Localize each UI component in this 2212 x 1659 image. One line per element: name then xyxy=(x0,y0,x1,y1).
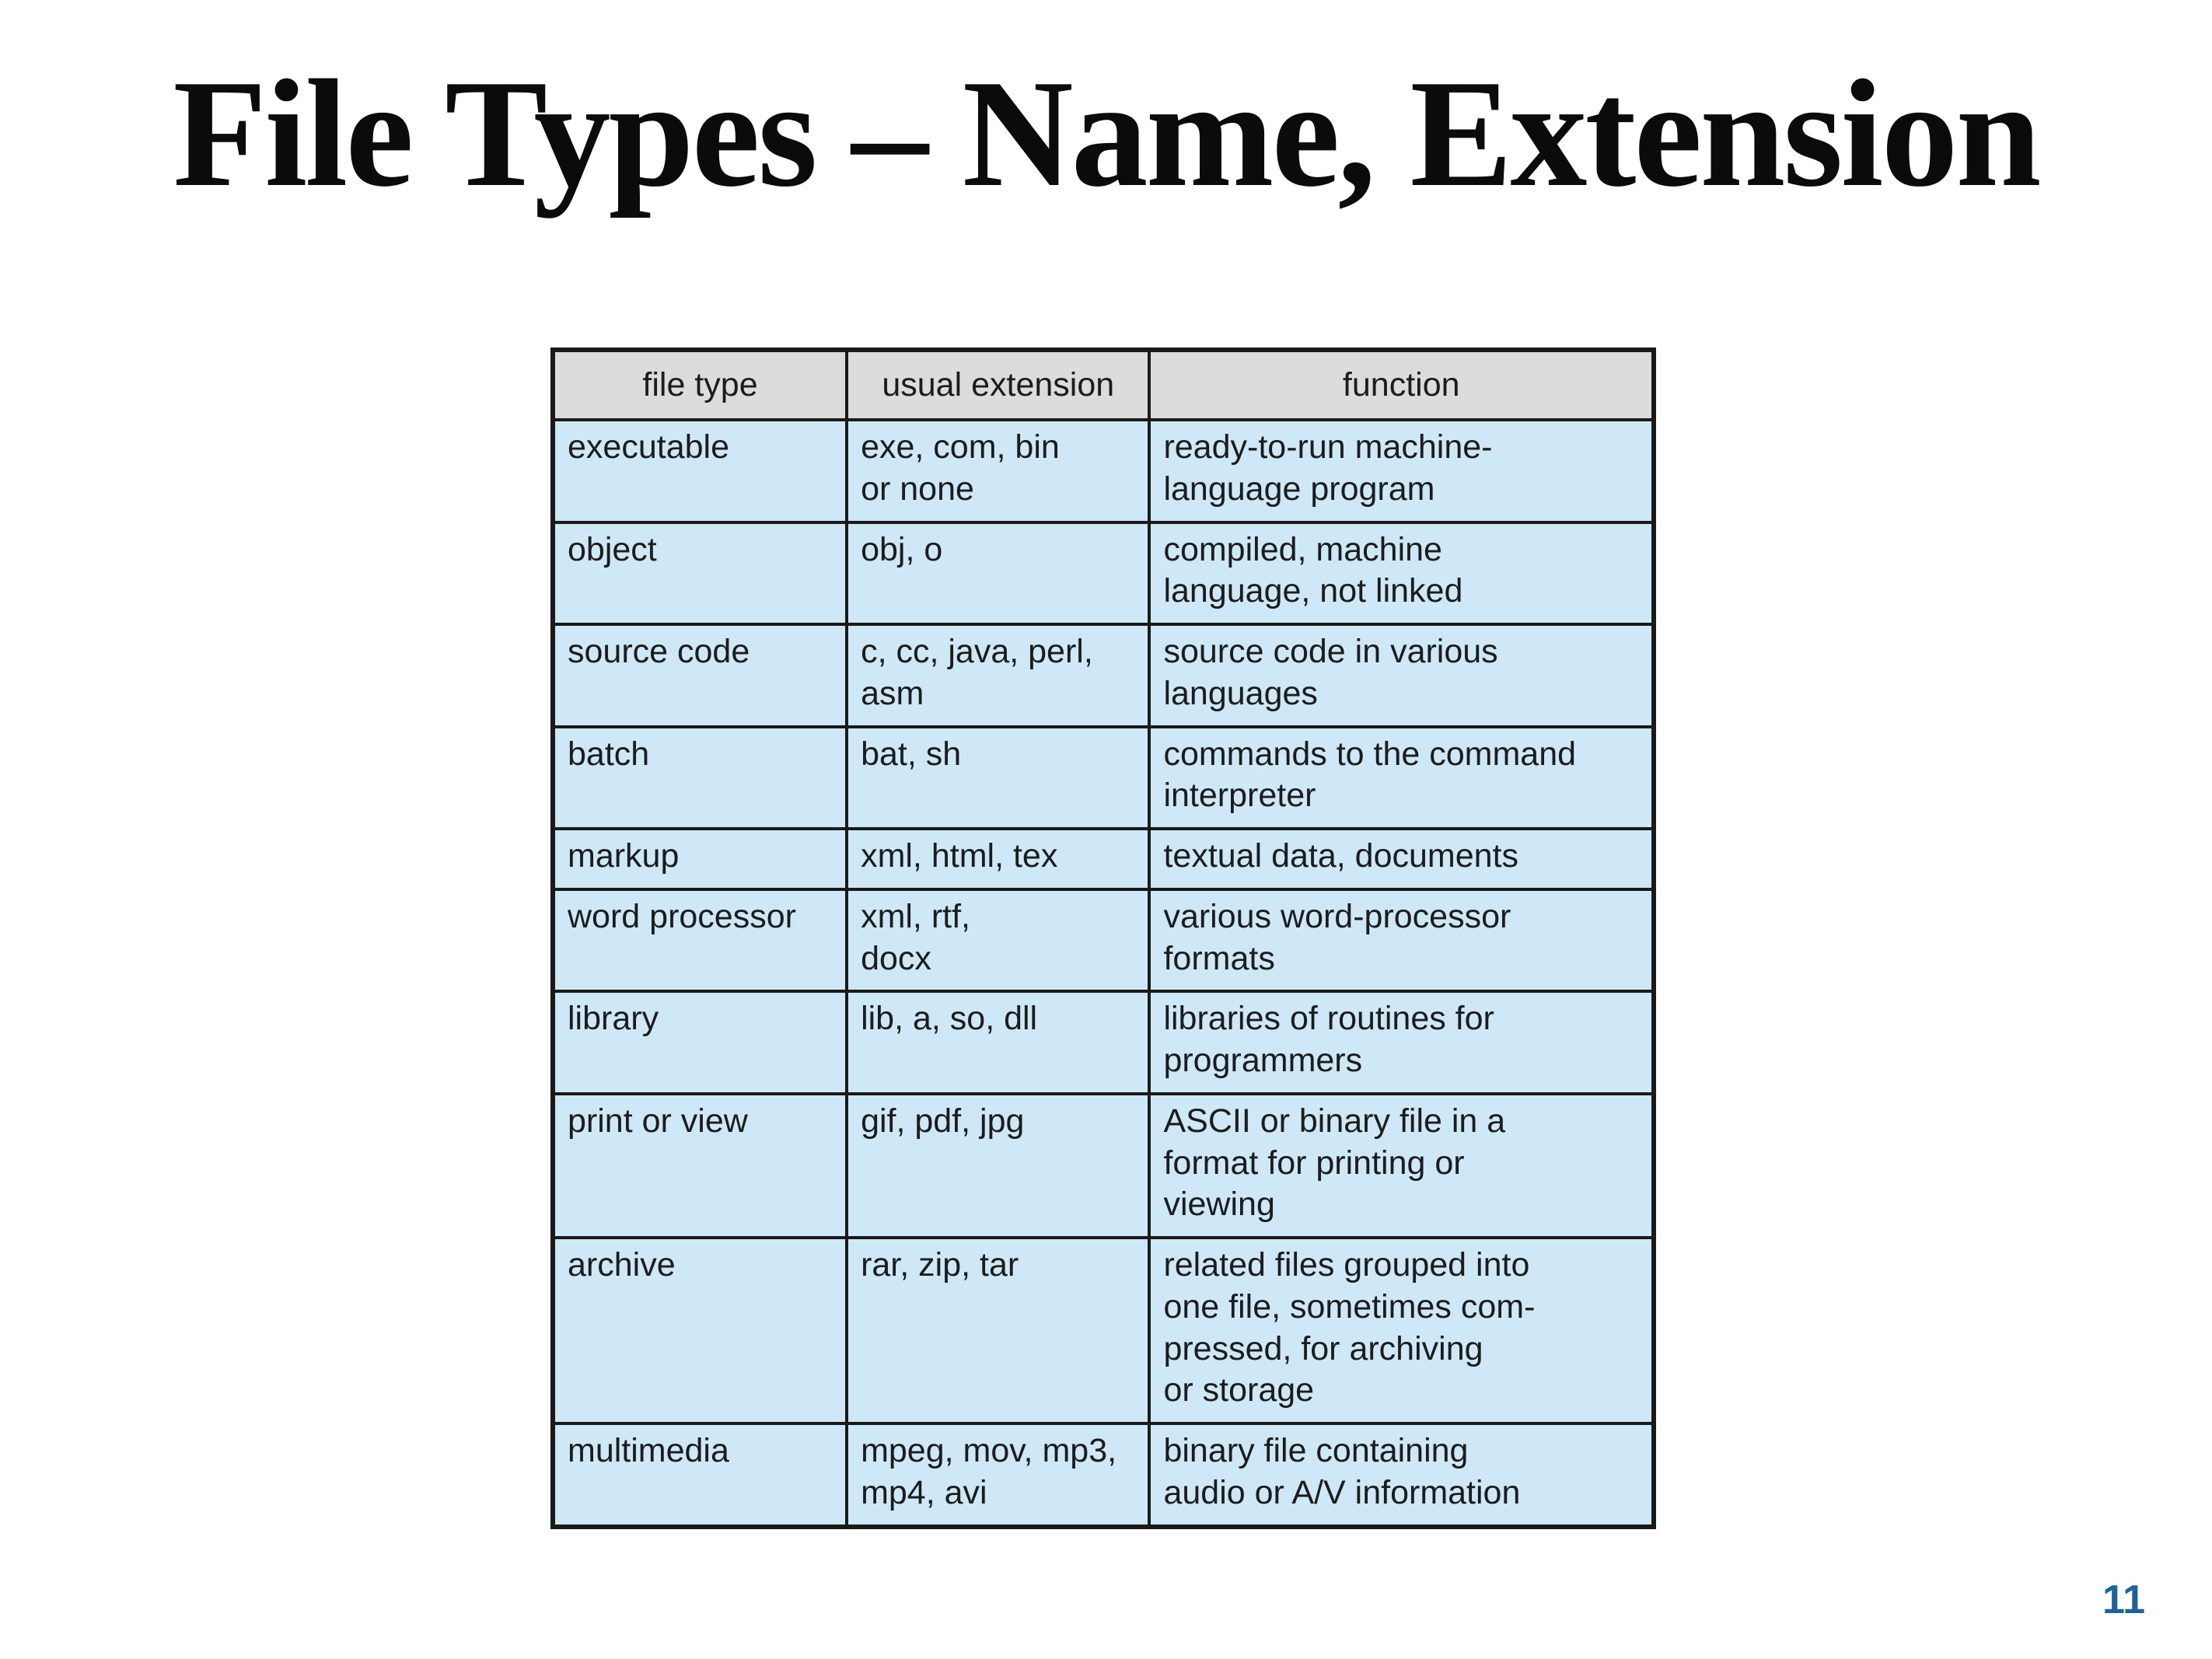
table-row: word processor xml, rtf, docx various wo… xyxy=(550,887,1655,994)
table-row: multimedia mpeg, mov, mp3, mp4, avi bina… xyxy=(550,1422,1655,1528)
cell-file-type: print or view xyxy=(550,1091,849,1240)
cell-extension: bat, sh xyxy=(845,725,1151,830)
cell-function: compiled, machine language, not linked xyxy=(1148,520,1655,626)
cell-extension: c, cc, java, perl, asm xyxy=(845,623,1151,728)
col-header-file-type: file type xyxy=(550,348,849,421)
cell-function: various word-processor formats xyxy=(1148,887,1655,994)
cell-extension: xml, html, tex xyxy=(845,827,1151,891)
cell-file-type: executable xyxy=(550,418,849,524)
table-row: source code c, cc, java, perl, asm sourc… xyxy=(550,623,1655,728)
page-number: 11 xyxy=(2102,1577,2145,1622)
cell-function: ASCII or binary file in a format for pri… xyxy=(1148,1091,1655,1240)
cell-file-type: archive xyxy=(550,1236,849,1425)
table-row: executable exe, com, bin or none ready-t… xyxy=(550,418,1655,524)
slide-title: File Types – Name, Extension xyxy=(173,48,2041,218)
cell-extension: xml, rtf, docx xyxy=(845,887,1151,994)
cell-extension: lib, a, so, dll xyxy=(845,990,1151,1095)
table-row: print or view gif, pdf, jpg ASCII or bin… xyxy=(550,1091,1655,1240)
cell-function: libraries of routines for programmers xyxy=(1148,990,1655,1095)
cell-extension: rar, zip, tar xyxy=(845,1236,1151,1425)
table-row: library lib, a, so, dll libraries of rou… xyxy=(550,990,1655,1095)
table-row: batch bat, sh commands to the command in… xyxy=(550,725,1655,830)
cell-file-type: markup xyxy=(550,827,849,891)
col-header-function: function xyxy=(1148,348,1655,421)
cell-function: source code in various languages xyxy=(1148,623,1655,728)
cell-function: textual data, documents xyxy=(1148,827,1655,891)
table-row: markup xml, html, tex textual data, docu… xyxy=(550,827,1655,891)
table-header: file type usual extension function xyxy=(550,348,1655,421)
cell-extension: mpeg, mov, mp3, mp4, avi xyxy=(845,1422,1151,1528)
table-row: object obj, o compiled, machine language… xyxy=(550,520,1655,626)
cell-function: commands to the command interpreter xyxy=(1148,725,1655,830)
col-header-usual-extension: usual extension xyxy=(845,348,1151,421)
cell-function: related files grouped into one file, som… xyxy=(1148,1236,1655,1425)
cell-extension: obj, o xyxy=(845,520,1151,626)
file-types-table: file type usual extension function execu… xyxy=(550,348,1656,1529)
cell-file-type: source code xyxy=(550,623,849,728)
cell-extension: exe, com, bin or none xyxy=(845,418,1151,524)
cell-extension: gif, pdf, jpg xyxy=(845,1091,1151,1240)
cell-file-type: object xyxy=(550,520,849,626)
header-row: file type usual extension function xyxy=(550,348,1655,421)
cell-file-type: multimedia xyxy=(550,1422,849,1528)
cell-file-type: library xyxy=(550,990,849,1095)
table-row: archive rar, zip, tar related files grou… xyxy=(550,1236,1655,1425)
cell-file-type: word processor xyxy=(550,887,849,994)
table-body: executable exe, com, bin or none ready-t… xyxy=(550,418,1655,1528)
cell-function: binary file containing audio or A/V info… xyxy=(1148,1422,1655,1528)
cell-file-type: batch xyxy=(550,725,849,830)
cell-function: ready-to-run machine- language program xyxy=(1148,418,1655,524)
